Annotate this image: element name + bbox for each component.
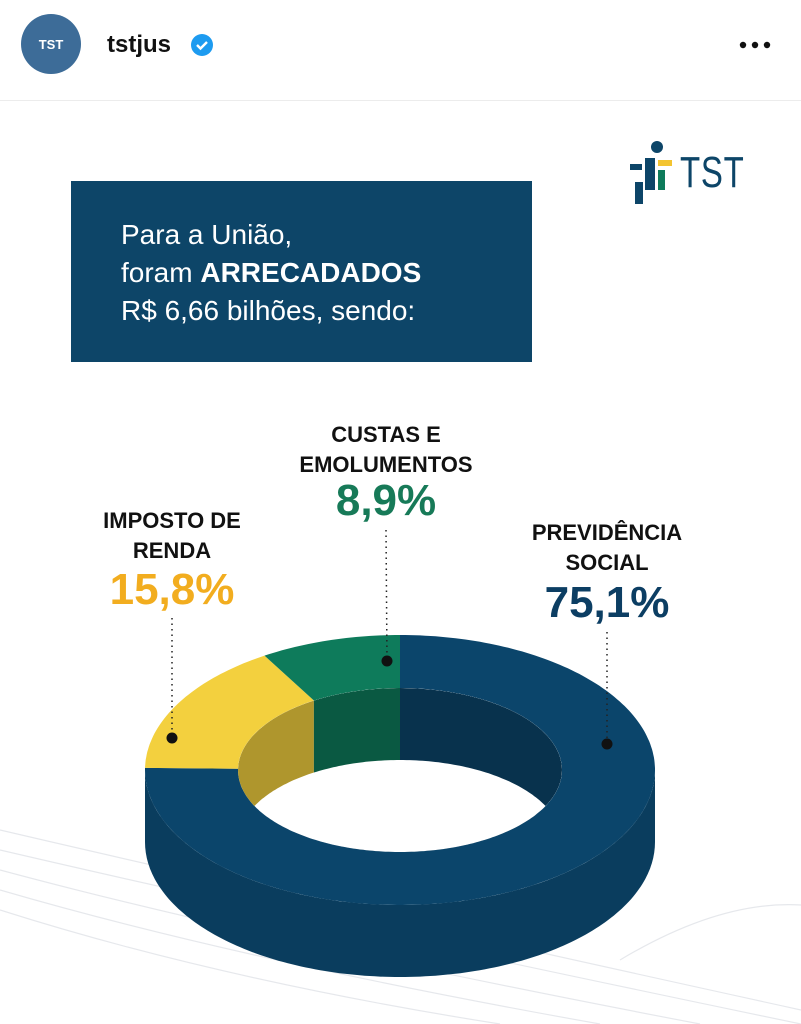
leader-dot bbox=[166, 732, 178, 744]
donut-segment bbox=[264, 635, 400, 701]
username[interactable]: tstjus bbox=[107, 31, 172, 58]
category-label: PREVIDÊNCIA SOCIAL bbox=[531, 520, 683, 575]
leader-line bbox=[385, 529, 388, 662]
logo-icon bbox=[630, 141, 672, 204]
category-label: IMPOSTO DE RENDA bbox=[103, 508, 241, 563]
donut-segment bbox=[145, 635, 655, 905]
inner-wall bbox=[313, 688, 400, 773]
headline-text: foram bbox=[121, 257, 193, 288]
leader-dot bbox=[601, 738, 613, 750]
logo-text: TST bbox=[680, 148, 745, 197]
category-label: CUSTAS E EMOLUMENTOS bbox=[299, 422, 473, 477]
headline-box: Para a União, foram ARRECADADOS R$ 6,66 … bbox=[71, 181, 532, 362]
headline-line: R$ 6,66 bilhões, sendo: bbox=[121, 295, 416, 326]
value-label: 8,9% bbox=[335, 476, 437, 525]
inner-walls bbox=[238, 688, 562, 852]
inner-wall bbox=[238, 688, 562, 852]
value-label: 75,1% bbox=[544, 578, 670, 627]
headline-bold: ARRECADADOS bbox=[200, 257, 422, 288]
avatar[interactable]: TST bbox=[21, 14, 81, 74]
value-label: 15,8% bbox=[109, 565, 235, 614]
post-header: TST tstjus bbox=[0, 0, 801, 101]
outer-wall bbox=[145, 770, 655, 977]
inner-wall bbox=[238, 700, 314, 841]
verified-badge bbox=[191, 34, 213, 56]
leader-dot bbox=[381, 655, 393, 667]
headline-line: foram ARRECADADOS bbox=[121, 257, 421, 289]
more-button[interactable] bbox=[738, 40, 772, 50]
donut-segment bbox=[145, 655, 314, 769]
headline-line: Para a União, bbox=[121, 219, 293, 250]
